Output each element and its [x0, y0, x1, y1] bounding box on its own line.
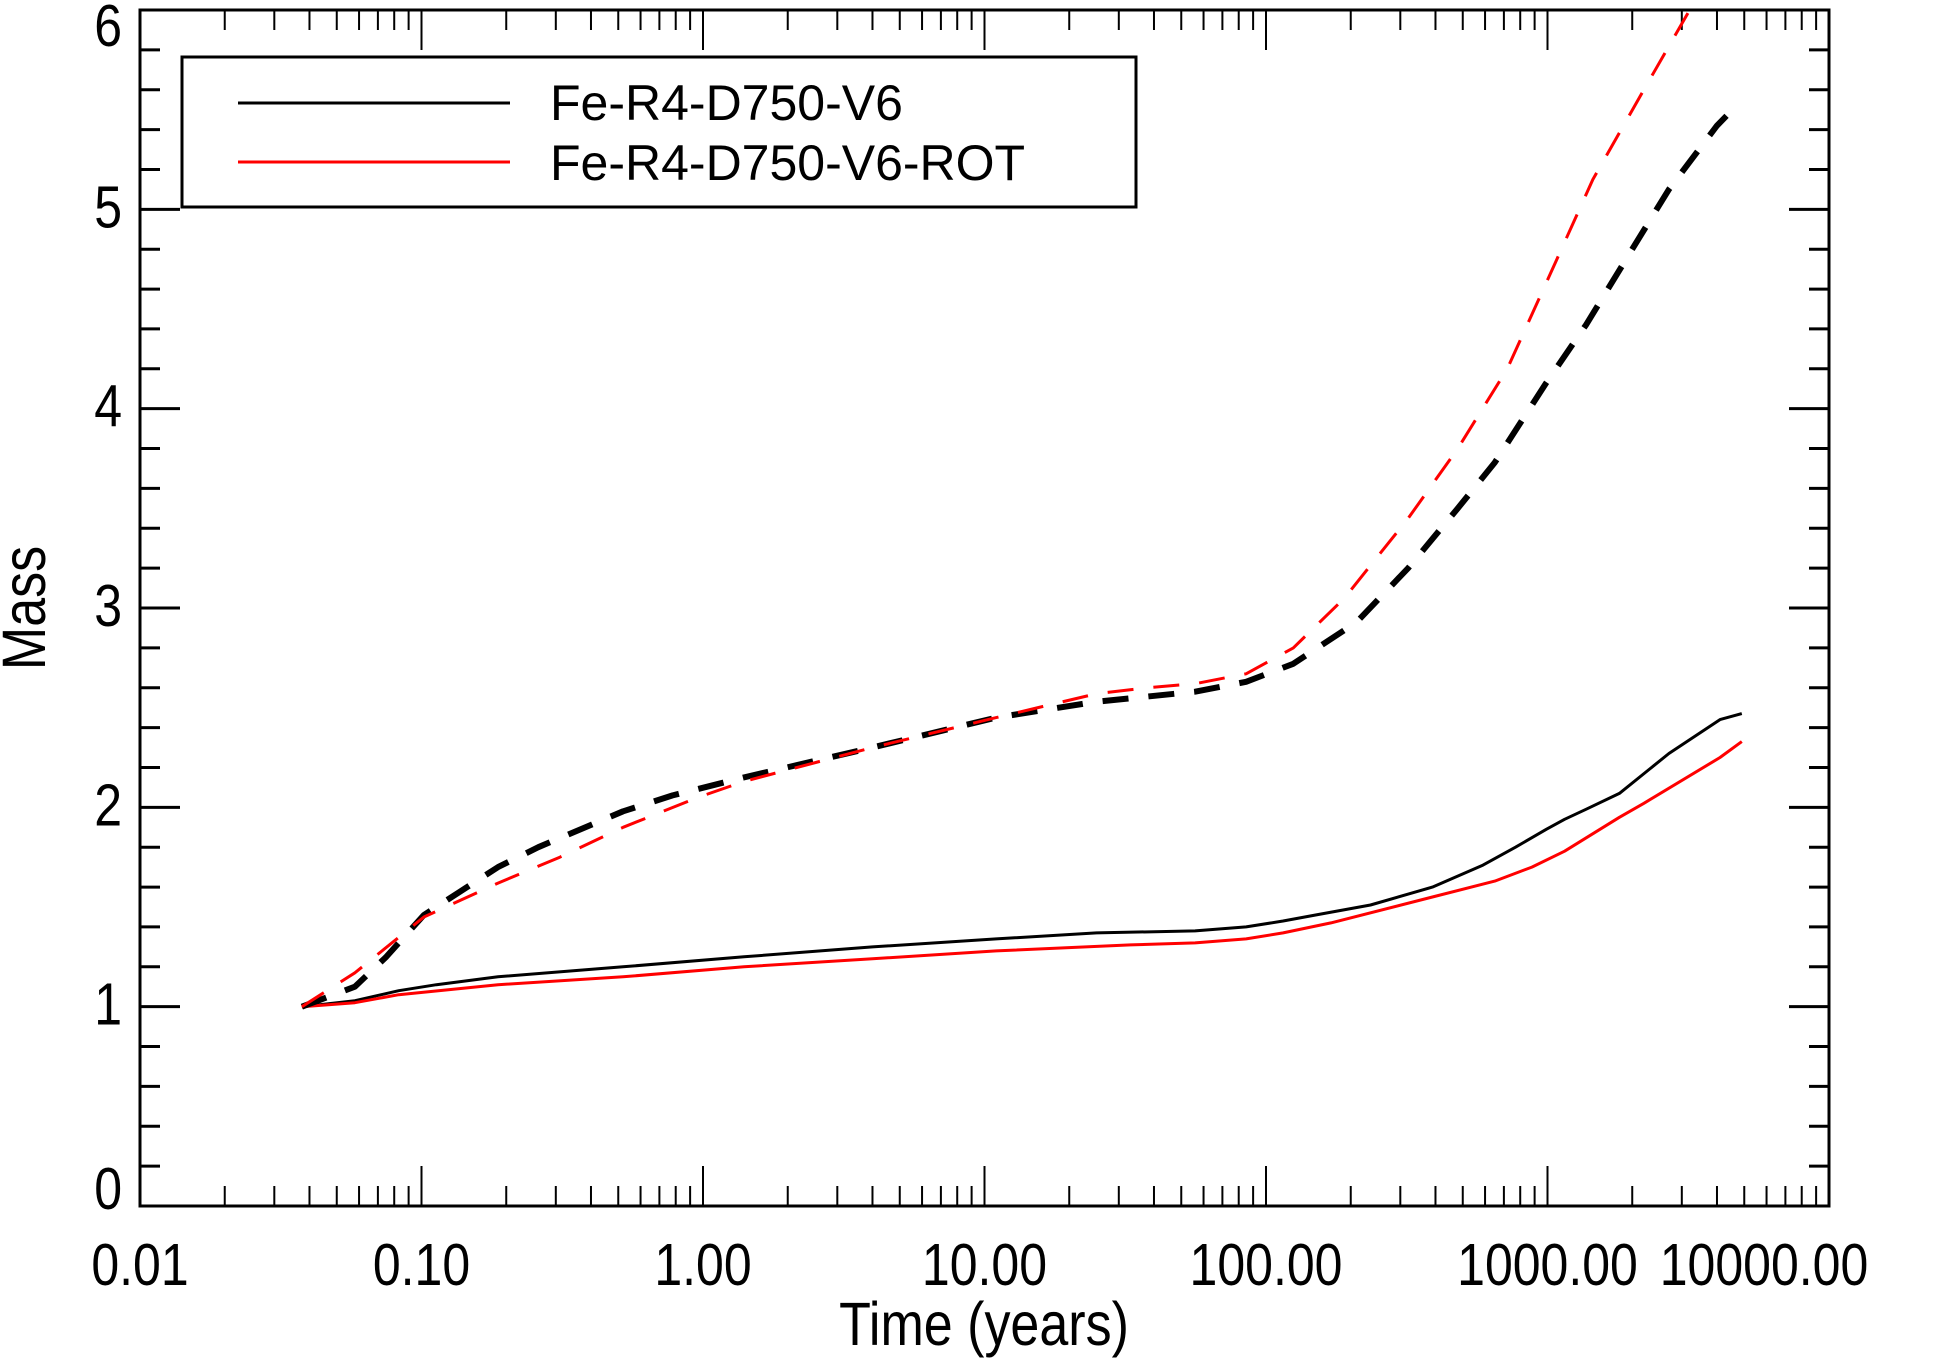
legend-label-0: Fe-R4-D750-V6	[550, 75, 903, 131]
y-tick-label: 2	[94, 771, 122, 838]
x-tick-labels: 0.01 0.10 1.00 10.00 100.00 1000.00 10000.00	[91, 1231, 1868, 1298]
legend-box	[180, 55, 1138, 209]
x-axis-title: Time (years)	[839, 1291, 1129, 1359]
x-tick-label: 0.01	[91, 1231, 188, 1298]
legend-label-1: Fe-R4-D750-V6-ROT	[550, 135, 1025, 191]
y-tick-label: 1	[94, 971, 122, 1038]
y-tick-label: 6	[94, 0, 122, 59]
y-tick-label: 4	[94, 373, 122, 440]
x-tick-label: 1000.00	[1457, 1231, 1638, 1298]
x-tick-label: 10000.00	[1660, 1231, 1868, 1298]
x-tick-label: 0.10	[373, 1231, 470, 1298]
y-tick-label: 5	[94, 173, 122, 240]
series-solid-black	[301, 712, 1743, 1009]
series-solid-red	[301, 740, 1743, 1009]
y-tick-labels: 0 1 2 3 4 5 6	[94, 0, 122, 1222]
legend: Fe-R4-D750-V6 Fe-R4-D750-V6-ROT	[180, 55, 1138, 209]
axis-ticks	[140, 8, 1829, 1208]
x-tick-label: 10.00	[922, 1231, 1047, 1298]
x-tick-label: 1.00	[654, 1231, 751, 1298]
series-dashed-red	[301, 9, 1692, 1008]
y-axis-title: Mass	[0, 546, 59, 670]
series-lines	[300, 9, 1743, 1010]
series-dashed-black	[300, 111, 1731, 1010]
x-tick-label: 100.00	[1190, 1231, 1343, 1298]
plot-frame	[138, 8, 1831, 1208]
y-tick-label: 3	[94, 572, 122, 639]
y-tick-label: 0	[94, 1155, 122, 1222]
